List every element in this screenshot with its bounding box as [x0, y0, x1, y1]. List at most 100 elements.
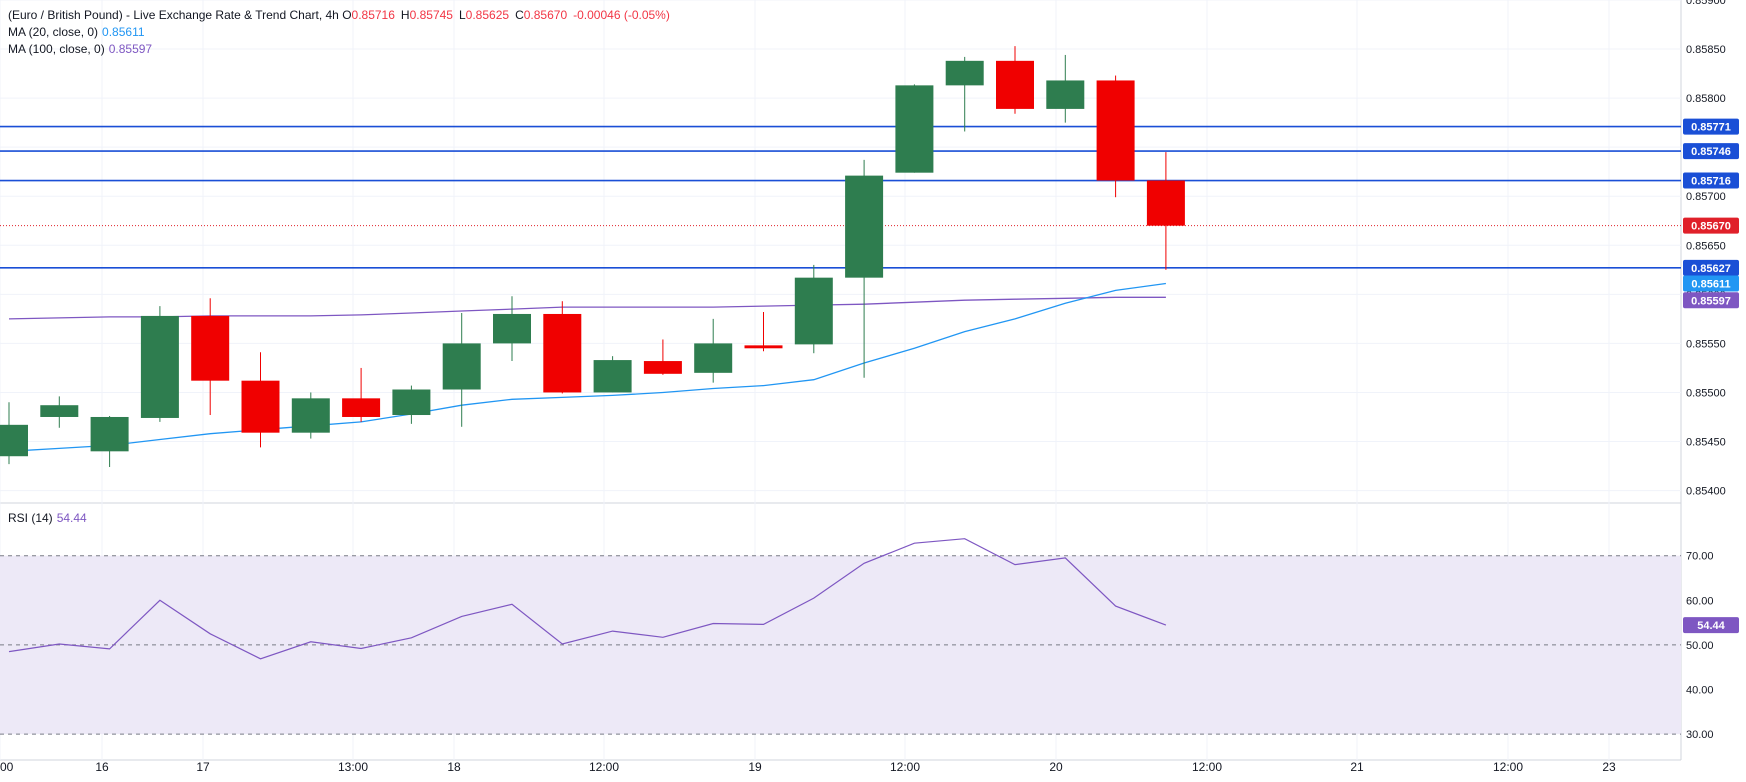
candlesticks	[0, 46, 1185, 468]
candle-body	[392, 389, 431, 416]
ohlc-change: -0.00046 (-0.05%)	[573, 8, 670, 22]
candle	[1146, 152, 1185, 270]
price-tick-label: 0.85400	[1686, 486, 1726, 498]
candle	[140, 306, 179, 422]
candle	[90, 416, 129, 468]
rsi-last-label-bg	[1683, 617, 1739, 634]
candle	[191, 298, 230, 416]
ma100-price-label: 0.85597	[1691, 295, 1731, 307]
rsi-tick-label: 50.00	[1686, 640, 1714, 652]
time-tick-label: 18	[447, 760, 461, 774]
rsi-tick-label: 60.00	[1686, 595, 1714, 607]
time-tick-label: 19	[748, 760, 762, 774]
level-price-label: 0.85771	[1691, 122, 1731, 134]
time-tick-label: 12:00	[890, 760, 920, 774]
candle	[996, 46, 1034, 114]
price-tick-label: 0.85500	[1686, 387, 1726, 399]
candle-body	[241, 380, 280, 433]
candle	[1046, 54, 1085, 123]
candle-body	[543, 313, 582, 393]
candle	[0, 402, 28, 465]
candle-body	[90, 416, 129, 452]
ma20-price-label-bg	[1683, 275, 1739, 292]
rsi-last-label: 54.44	[1697, 620, 1725, 632]
candle	[543, 301, 582, 394]
ohlc-low-value: 0.85625	[465, 8, 510, 22]
candle	[694, 318, 733, 383]
ma20-legend: MA (20, close, 0) 0.85611	[8, 24, 145, 40]
ohlc-close-label: C	[515, 8, 524, 22]
candle-body	[895, 85, 934, 173]
current-price-label-bg	[1683, 217, 1739, 234]
ma20-legend-value: 0.85611	[102, 25, 145, 39]
chart-legend-title: (Euro / British Pound) - Live Exchange R…	[8, 7, 676, 23]
candle	[442, 312, 481, 427]
price-labels: 0.85771 0.85746 0.85716 0.85627 0.85670 0.856…	[1683, 118, 1739, 634]
candle	[342, 367, 381, 422]
time-tick-label: 12:00	[589, 760, 619, 774]
candle-body	[593, 360, 632, 393]
candle	[291, 392, 330, 439]
candle	[593, 356, 632, 393]
candle-body	[442, 343, 481, 390]
ma20-line	[8, 282, 1166, 452]
candle-body	[1146, 180, 1185, 226]
candle-body	[342, 398, 381, 417]
ma100-legend: MA (100, close, 0) 0.85597	[8, 41, 152, 57]
ma100-price-label-bg	[1683, 292, 1739, 309]
ohlc-values: O0.85716 H0.85745 L0.85625 C0.85670 -0.00046…	[342, 8, 676, 22]
candle	[1096, 75, 1135, 198]
candle-body	[744, 345, 783, 349]
level-price-label-bg	[1683, 143, 1739, 160]
candle	[845, 159, 884, 378]
price-tick-label: 0.85850	[1686, 44, 1726, 56]
price-tick-label: 0.85450	[1686, 437, 1726, 449]
candle	[643, 339, 682, 375]
time-tick-label: 12:00	[1493, 760, 1523, 774]
level-price-label-bg	[1683, 259, 1739, 276]
candle-body	[0, 424, 28, 457]
level-price-label: 0.85716	[1691, 176, 1731, 188]
time-tick-label: 16	[95, 760, 109, 774]
ma100-line	[8, 296, 1166, 320]
level-price-label: 0.85627	[1691, 263, 1731, 275]
rsi-tick-label: 40.00	[1686, 685, 1714, 697]
time-tick-label: 17	[196, 760, 210, 774]
moving-averages	[8, 282, 1166, 452]
rsi-series-line	[8, 538, 1167, 660]
candle	[40, 396, 79, 428]
rsi-legend: RSI (14) 54.44	[8, 510, 87, 526]
horizontal-levels	[0, 125, 1681, 269]
candle-body	[996, 60, 1034, 109]
price-tick-label: 0.85800	[1686, 93, 1726, 105]
time-tick-label: 20	[1049, 760, 1063, 774]
candle	[392, 385, 431, 424]
rsi-tick-label: 70.00	[1686, 551, 1714, 563]
price-tick-label: 0.85650	[1686, 240, 1726, 252]
candle	[744, 312, 783, 352]
ohlc-open-value: 0.85716	[351, 8, 395, 22]
price-tick-label: 0.85900	[1686, 0, 1726, 7]
ohlc-open-label: O	[342, 8, 352, 22]
rsi-legend-label: RSI (14)	[8, 511, 53, 525]
candle-body	[643, 361, 682, 374]
rsi-tick-label: 30.00	[1686, 729, 1714, 741]
ohlc-low-label: L	[458, 8, 466, 22]
candle-body	[140, 315, 179, 418]
candle-body	[845, 175, 884, 278]
candle-body	[191, 315, 230, 381]
level-price-label-bg	[1683, 172, 1739, 189]
candle	[493, 296, 531, 362]
price-tick-label: 0.85550	[1686, 338, 1726, 350]
ohlc-high-label: H	[400, 8, 410, 22]
ohlc-close-value: 0.85670	[523, 8, 568, 22]
candle-body	[945, 60, 984, 86]
candle-body	[493, 313, 531, 344]
candle-body	[794, 277, 833, 345]
ma100-legend-value: 0.85597	[108, 42, 153, 56]
candle-body	[1096, 80, 1135, 181]
chart-title: (Euro / British Pound) - Live Exchange R…	[8, 8, 339, 22]
candle-body	[1046, 80, 1085, 109]
time-tick-label: 23	[1602, 760, 1616, 774]
